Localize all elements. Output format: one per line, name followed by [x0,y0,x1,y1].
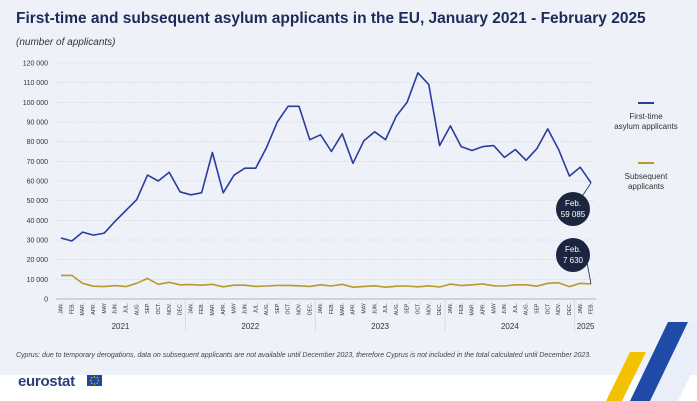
x-tick-label: JUN. [372,303,378,314]
x-tick-label: SEP. [145,303,151,314]
callout-bubble [556,192,590,226]
y-tick-label: 10 000 [27,277,49,284]
year-label: 2024 [501,322,519,331]
callout-leader [582,182,592,196]
y-tick-label: 60 000 [27,179,49,186]
x-tick-label: JUN. [113,303,119,314]
callout-label: Feb. [565,245,581,254]
chart-title: First-time and subsequent asylum applica… [16,10,646,27]
legend-label: First-time [629,112,663,121]
x-tick-label: APR. [221,303,227,315]
x-tick-label: FEB. [589,303,595,314]
y-tick-label: 120 000 [23,61,48,68]
x-tick-label: FEB. [199,303,205,314]
y-tick-label: 80 000 [27,139,49,146]
x-tick-label: APR. [480,303,486,315]
year-label: 2022 [241,322,259,331]
x-tick-label: FEB. [69,303,75,314]
eu-flag-icon [87,375,102,386]
legend-label: asylum applicants [614,122,678,131]
x-tick-label: OCT. [286,303,292,314]
legend-label: applicants [628,182,664,191]
x-tick-label: OCT. [416,303,422,314]
callout-label: Feb. [565,199,581,208]
decorative-stripes-icon [606,322,697,401]
x-tick-label: NOV. [556,303,562,315]
line-chart: 0 10 000 20 000 30 000 40 000 50 000 60 000 70 … [23,61,678,331]
x-tick-label: MAY [232,302,238,313]
x-tick-label: AUG. [524,303,530,315]
x-tick-label: DEC. [567,303,573,315]
legend-label: Subsequent [625,172,668,181]
series-line [61,274,592,289]
x-tick-label: SEP. [535,303,541,314]
x-tick-label: SEP. [275,303,281,314]
x-tick-label: SEP. [405,303,411,314]
x-tick-label: MAY [491,302,497,313]
x-tick-label: AUG. [264,303,270,315]
eurostat-logo: eurostat [18,373,75,390]
x-tick-label: OCT. [545,303,551,314]
x-tick-label: MAR. [340,303,346,316]
callout-value: 59 085 [561,210,586,219]
y-tick-label: 40 000 [27,218,49,225]
year-label: 2021 [112,322,130,331]
year-label: 2023 [371,322,389,331]
x-tick-label: JUL. [253,303,259,313]
x-tick-label: MAR. [470,303,476,316]
x-tick-label: AUG. [134,303,140,315]
x-tick-label: APR. [91,303,97,315]
x-tick-label: JUL. [123,303,129,313]
x-tick-label: DEC. [178,303,184,315]
x-tick-label: JUN. [502,303,508,314]
x-tick-label: OCT. [156,303,162,314]
callout-value: 7 630 [563,256,584,265]
chart-panel [0,0,697,375]
x-tick-label: NOV. [167,303,173,315]
x-tick-label: JAN. [59,303,65,314]
x-tick-label: JAN. [318,303,324,314]
series-line [60,72,592,242]
footer [0,375,697,401]
y-tick-label: 30 000 [27,238,49,245]
x-tick-label: DEC. [307,303,313,315]
y-tick-label: 0 [44,297,48,304]
x-tick-label: FEB. [329,303,335,314]
x-tick-label: DEC. [437,303,443,315]
y-tick-label: 70 000 [27,159,49,166]
x-tick-label: JAN. [188,303,194,314]
y-tick-label: 50 000 [27,198,49,205]
y-tick-label: 20 000 [27,257,49,264]
x-tick-label: MAY [361,302,367,313]
x-tick-label: JUL. [513,303,519,313]
chart-subtitle: (number of applicants) [16,37,116,48]
y-tick-label: 110 000 [23,80,48,87]
x-tick-label: MAR. [210,303,216,316]
x-tick-label: APR. [351,303,357,315]
x-tick-label: MAR. [80,303,86,316]
x-tick-label: JAN. [448,303,454,314]
y-tick-label: 100 000 [23,100,48,107]
x-tick-label: JUN. [242,303,248,314]
callout-bubble [556,238,590,272]
x-tick-label: NOV. [297,303,303,315]
x-tick-label: AUG. [394,303,400,315]
x-tick-label: MAY [102,302,108,313]
y-tick-label: 90 000 [27,120,49,127]
x-tick-label: NOV. [426,303,432,315]
x-tick-label: JAN. [578,303,584,314]
footnote: Cyprus: due to temporary derogations, da… [16,352,592,359]
x-tick-label: FEB. [459,303,465,314]
year-label: 2025 [577,322,595,331]
x-tick-label: JUL. [383,303,389,313]
